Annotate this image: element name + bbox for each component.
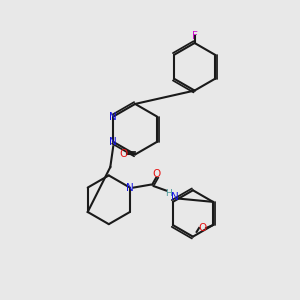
Text: O: O — [152, 169, 161, 179]
Text: N: N — [171, 192, 179, 202]
Text: N: N — [110, 137, 117, 147]
Text: O: O — [199, 223, 207, 233]
Text: N: N — [110, 112, 117, 122]
Text: H: H — [165, 189, 172, 198]
Text: F: F — [192, 31, 197, 40]
Text: N: N — [126, 183, 134, 193]
Text: O: O — [119, 149, 128, 160]
